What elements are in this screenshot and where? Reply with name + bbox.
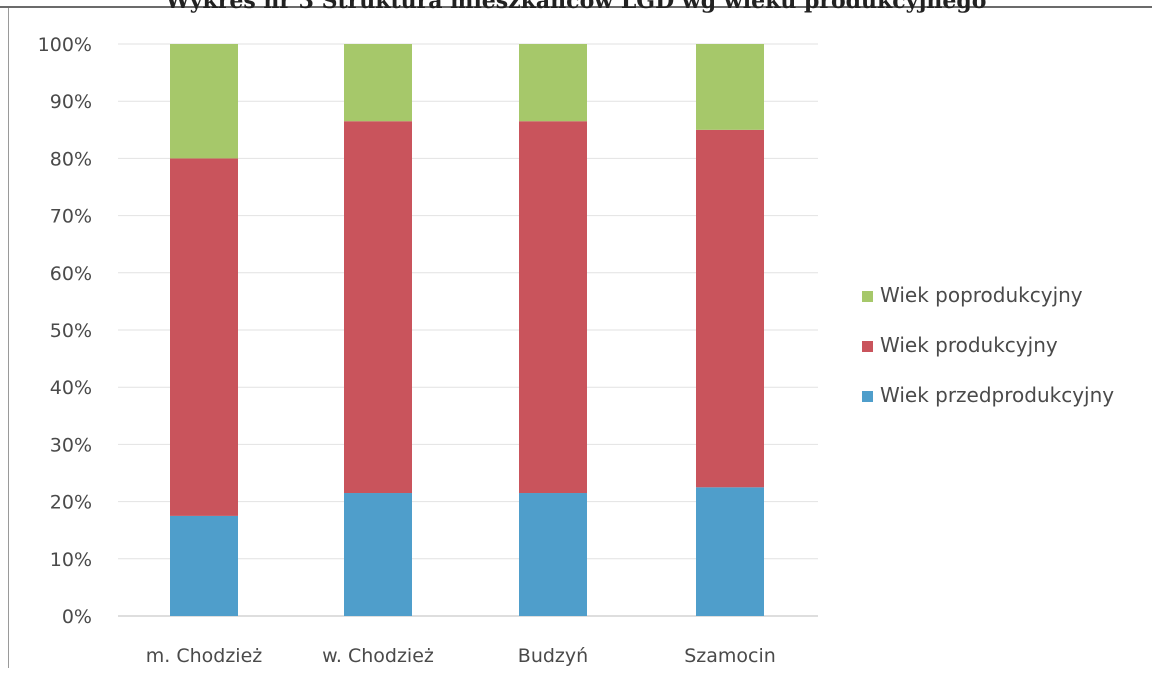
bar-segment [170,515,238,616]
y-tick-label: 80% [50,148,92,170]
y-tick-label: 90% [50,91,92,113]
y-tick-label: 30% [50,434,92,456]
y-tick-label: 50% [50,320,92,342]
bar-segment [170,44,238,159]
y-tick-label: 100% [38,34,92,56]
y-tick-label: 10% [50,549,92,571]
bar-segment [519,44,587,122]
page-left-rule [8,8,9,668]
legend-label: Wiek poprodukcyjny [880,283,1083,307]
bar-segment [344,121,412,494]
x-category-label: w. Chodzież [322,645,434,667]
chart-title: Wykres nr 3 Struktura mieszkańców LGD wg… [165,0,987,14]
legend-label: Wiek przedprodukcyjny [880,383,1114,407]
bars [170,44,764,616]
y-axis-ticks: 0% 10% 20% 30% 40% 50% 60% 70% 80% 90% 100% [38,34,92,628]
x-category-label: m. Chodzież [146,645,263,667]
page-top-rule [0,6,1152,8]
bar-segment [344,493,412,616]
bar-segment [696,129,764,488]
legend-swatch [862,391,873,402]
y-tick-label: 40% [50,377,92,399]
x-category-label: Szamocin [684,645,776,667]
x-category-label: Budzyń [518,645,588,667]
bar-segment [696,487,764,616]
y-tick-label: 0% [62,606,92,628]
bar-segment [519,121,587,494]
x-axis-categories: m. Chodzież w. Chodzież Budzyń Szamocin [146,645,776,667]
y-tick-label: 70% [50,206,92,228]
y-tick-label: 60% [50,263,92,285]
legend-swatch [862,341,873,352]
legend-label: Wiek produkcyjny [880,333,1058,357]
bar-segment [696,44,764,130]
y-tick-label: 20% [50,492,92,514]
bar-segment [344,44,412,122]
bar-segment [519,493,587,616]
legend: Wiek poprodukcyjny Wiek produkcyjny Wiek p… [862,283,1114,407]
legend-swatch [862,291,873,302]
bar-segment [170,158,238,516]
